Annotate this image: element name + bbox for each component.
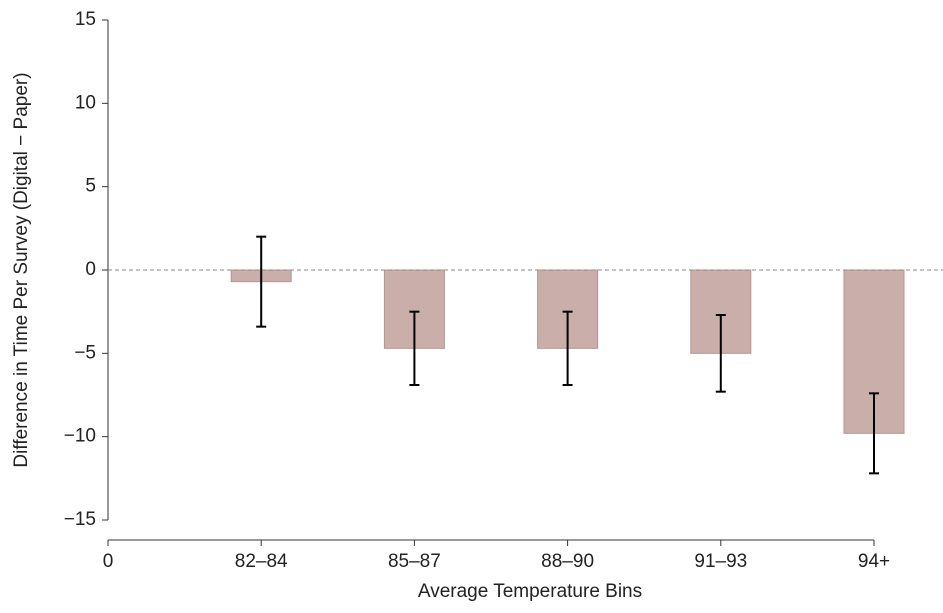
y-axis-title: Difference in Time Per Survey (Digital −… — [11, 72, 32, 467]
x-tick-label: 91–93 — [694, 551, 747, 572]
y-tick-label: −5 — [74, 342, 96, 363]
y-tick-label: 10 — [75, 92, 96, 113]
error-bar — [562, 310, 573, 386]
x-tick-label: 88–90 — [541, 551, 594, 572]
error-bar — [715, 314, 726, 393]
x-tick-label: 0 — [103, 551, 114, 572]
error-bar — [409, 310, 420, 386]
error-bar — [869, 392, 879, 475]
x-axis-title: Average Temperature Bins — [418, 581, 642, 602]
y-tick-label: 5 — [85, 176, 96, 197]
x-tick-label: 94+ — [858, 551, 890, 572]
x-tick-label: 85–87 — [388, 551, 441, 572]
y-tick-label: 0 — [85, 259, 96, 280]
y-tick-label: −10 — [64, 426, 96, 447]
y-tick-label: 15 — [75, 9, 96, 30]
x-tick-label: 82–84 — [235, 551, 288, 572]
y-tick-label: −15 — [64, 509, 96, 530]
error-bar — [256, 235, 267, 328]
